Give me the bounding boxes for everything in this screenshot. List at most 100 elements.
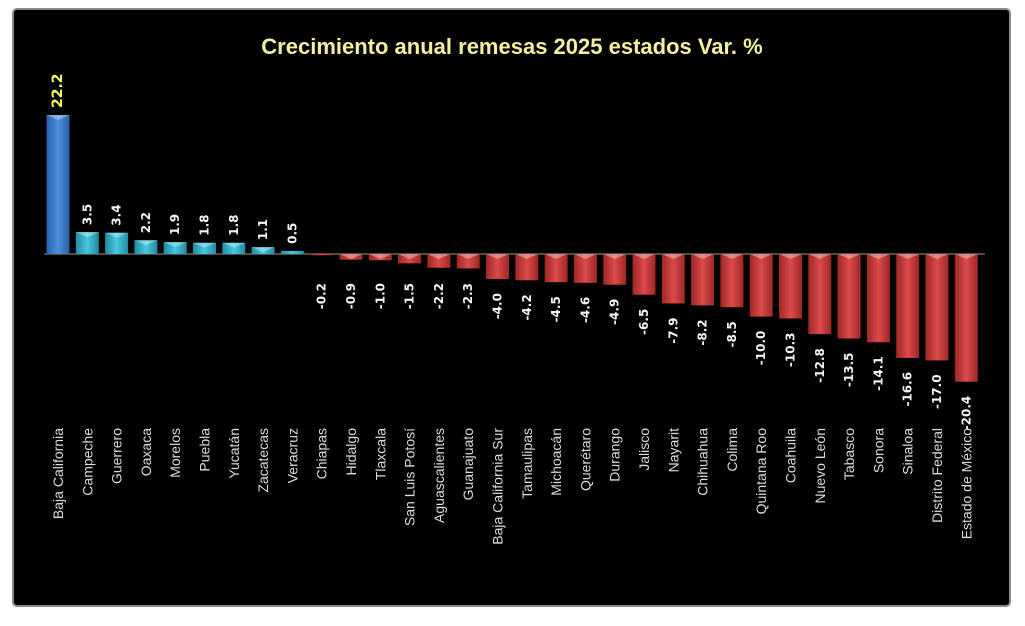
category-label: San Luis Potosí: [402, 428, 418, 526]
value-label: -1.0: [373, 283, 387, 309]
value-label: -12.8: [813, 348, 827, 383]
value-label: -14.1: [871, 356, 885, 391]
bar: [456, 254, 480, 269]
category-label: Yucatán: [226, 428, 242, 479]
category-label: Guanajuato: [460, 428, 476, 501]
value-label: -7.9: [666, 317, 680, 343]
category-label: Quintana Roo: [753, 428, 769, 515]
bar-bevel: [954, 254, 978, 259]
category-label: Sonora: [870, 428, 886, 473]
bar-bevel: [105, 232, 129, 238]
value-label: -1.5: [403, 283, 417, 309]
value-label: -4.2: [520, 294, 534, 320]
value-label: 3.5: [80, 204, 94, 225]
category-label: Nayarit: [665, 428, 681, 472]
category-label: Tlaxcala: [372, 428, 388, 480]
bar-bevel: [339, 254, 363, 259]
bar: [779, 254, 802, 319]
category-label: Hidalgo: [343, 428, 359, 476]
value-label: -4.9: [608, 299, 622, 325]
bar-bevel: [368, 254, 392, 259]
bar-bevel: [134, 240, 158, 246]
category-label: Sinaloa: [900, 428, 916, 475]
bar: [925, 254, 949, 361]
bar: [691, 254, 715, 306]
value-label: 0.5: [285, 223, 299, 244]
bar: [46, 115, 70, 254]
value-label: -13.5: [842, 353, 856, 388]
value-label: 22.2: [50, 73, 66, 108]
bar: [134, 240, 158, 254]
bar-bevel: [222, 242, 246, 248]
bar-bevel: [896, 254, 920, 259]
bar-bevel: [779, 254, 802, 259]
bar-bevel: [603, 254, 627, 259]
bar-bevel: [808, 254, 832, 259]
category-label: Michoacán: [548, 428, 564, 496]
bar-bevel: [837, 254, 861, 259]
bar-bevel: [544, 254, 568, 259]
bar: [837, 254, 861, 339]
category-label: Tabasco: [841, 428, 857, 480]
value-label: -10.3: [784, 332, 798, 367]
value-label: -16.6: [901, 372, 915, 407]
value-label: -4.6: [578, 297, 592, 323]
value-label: -4.0: [491, 293, 505, 319]
category-label: Zacatecas: [255, 428, 271, 493]
value-label: 1.1: [256, 219, 270, 240]
bar: [720, 254, 744, 308]
bar-bevel: [632, 254, 656, 259]
value-label: -8.5: [725, 321, 739, 347]
category-label: Colima: [724, 428, 740, 472]
category-label: Estado de México: [958, 428, 974, 539]
category-label: Chihuahua: [695, 428, 711, 496]
bar-bevel: [661, 254, 685, 259]
value-label: -6.5: [637, 309, 651, 335]
bar-bevel: [46, 115, 70, 120]
bar: [515, 254, 539, 281]
bar-bevel: [251, 247, 275, 253]
category-label: Baja California Sur: [490, 428, 506, 545]
category-label: Guerrero: [109, 428, 125, 484]
bar: [222, 242, 246, 254]
bar-bevel: [398, 254, 422, 259]
value-label: -2.3: [461, 283, 475, 309]
category-label: Baja California: [50, 428, 66, 519]
bar-bevel: [866, 254, 890, 259]
bar-bevel: [573, 254, 597, 259]
bar-bevel: [720, 254, 744, 259]
bar: [603, 254, 627, 285]
category-label: Campeche: [79, 428, 95, 496]
bar: [749, 254, 773, 317]
category-label: Querétaro: [577, 428, 593, 491]
category-label: Distrito Federal: [929, 428, 945, 523]
bar-bevel: [456, 254, 480, 259]
bar-bevel: [163, 242, 187, 248]
value-label: -10.0: [754, 331, 768, 366]
bar-bevel: [427, 254, 451, 259]
value-label: -17.0: [930, 374, 944, 409]
bar: [339, 254, 363, 260]
category-label: Chiapas: [314, 428, 330, 479]
bar: [573, 254, 597, 283]
value-label: -4.5: [549, 296, 563, 322]
bar: [398, 254, 422, 264]
chart-panel: [12, 8, 1011, 607]
value-label: -20.4: [959, 396, 973, 431]
bar: [368, 254, 392, 261]
bar-bevel: [193, 242, 216, 248]
value-label: -2.2: [432, 283, 446, 309]
chart-title: Crecimiento anual remesas 2025 estados V…: [261, 34, 762, 59]
bar: [896, 254, 920, 358]
bar-bevel: [75, 232, 99, 238]
bar-bevel: [749, 254, 773, 259]
category-label: Durango: [607, 428, 623, 482]
category-label: Morelos: [167, 428, 183, 478]
bar: [105, 232, 129, 254]
category-label: Aguascalientes: [431, 428, 447, 523]
bar: [280, 250, 304, 254]
bar: [75, 232, 99, 254]
category-label: Jalisco: [636, 428, 652, 471]
bar: [163, 242, 187, 254]
